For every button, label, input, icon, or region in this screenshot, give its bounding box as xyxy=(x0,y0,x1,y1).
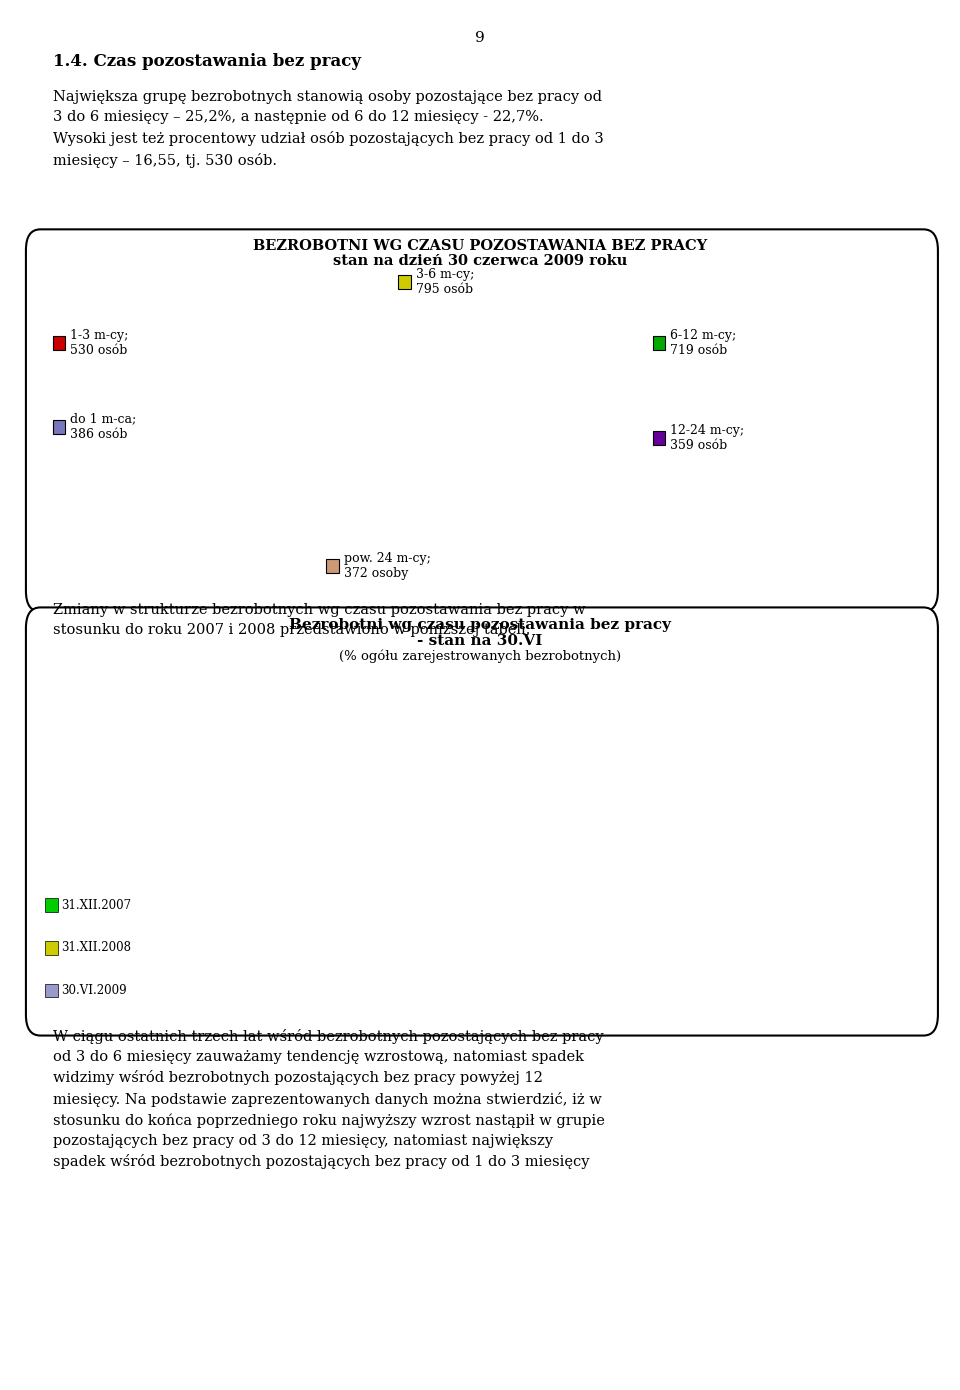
Bar xyxy=(198,777,230,844)
Wedge shape xyxy=(335,411,455,493)
Bar xyxy=(300,696,332,844)
Bar xyxy=(162,752,195,844)
Text: Bezrobotni wg czasu pozostawania bez pracy: Bezrobotni wg czasu pozostawania bez pra… xyxy=(289,619,671,632)
Bar xyxy=(882,780,915,844)
Text: 1.4. Czas pozostawania bez pracy: 1.4. Czas pozostawania bez pracy xyxy=(53,53,361,70)
Text: 9: 9 xyxy=(475,31,485,44)
Text: (% ogółu zarejestrowanych bezrobotnych): (% ogółu zarejestrowanych bezrobotnych) xyxy=(339,649,621,663)
Text: - stan na 30.VI: - stan na 30.VI xyxy=(418,634,542,648)
Text: Zmiany w strukturze bezrobotnych wg czasu pozostawania bez pracy w
stosunku do r: Zmiany w strukturze bezrobotnych wg czas… xyxy=(53,603,586,637)
Text: W ciągu ostatnich trzech lat wśród bezrobotnych pozostających bez pracy
od 3 do : W ciągu ostatnich trzech lat wśród bezro… xyxy=(53,1029,605,1169)
Text: pow. 24 m-cy;
372 osoby: pow. 24 m-cy; 372 osoby xyxy=(344,552,430,580)
Text: Największa grupę bezrobotnych stanowią osoby pozostające bez pracy od
3 do 6 mie: Największa grupę bezrobotnych stanowią o… xyxy=(53,90,604,168)
Bar xyxy=(436,752,468,844)
Bar xyxy=(573,771,606,844)
Bar xyxy=(745,783,778,844)
Bar xyxy=(811,688,844,844)
Bar xyxy=(264,758,297,844)
Bar xyxy=(400,781,433,844)
Text: stan na dzień 30 czerwca 2009 roku: stan na dzień 30 czerwca 2009 roku xyxy=(333,254,627,268)
Bar xyxy=(471,708,504,844)
Text: 31.XII.2007: 31.XII.2007 xyxy=(61,898,132,912)
Text: 31.XII.2008: 31.XII.2008 xyxy=(61,941,132,955)
Bar xyxy=(538,766,570,844)
Wedge shape xyxy=(431,434,519,553)
Bar xyxy=(335,752,368,844)
Bar xyxy=(709,777,742,844)
Text: 1-3 m-cy;
530 osób: 1-3 m-cy; 530 osób xyxy=(70,329,129,357)
Wedge shape xyxy=(339,303,457,423)
Text: 3-6 m-cy;
795 osób: 3-6 m-cy; 795 osób xyxy=(416,268,474,296)
Text: 12-24 m-cy;
359 osób: 12-24 m-cy; 359 osób xyxy=(670,424,744,452)
Text: BEZROBOTNI WG CZASU POZOSTAWANIA BEZ PRACY: BEZROBOTNI WG CZASU POZOSTAWANIA BEZ PRA… xyxy=(252,239,708,253)
Text: do 1 m-ca;
386 osób: do 1 m-ca; 386 osób xyxy=(70,413,136,441)
Text: 30.VI.2009: 30.VI.2009 xyxy=(61,984,127,997)
Text: 6-12 m-cy;
719 osób: 6-12 m-cy; 719 osób xyxy=(670,329,736,357)
Bar xyxy=(847,769,879,844)
Wedge shape xyxy=(357,432,457,548)
Wedge shape xyxy=(465,303,585,424)
Wedge shape xyxy=(466,431,586,535)
Bar xyxy=(674,746,707,844)
Bar xyxy=(127,780,159,844)
Bar xyxy=(609,720,641,844)
